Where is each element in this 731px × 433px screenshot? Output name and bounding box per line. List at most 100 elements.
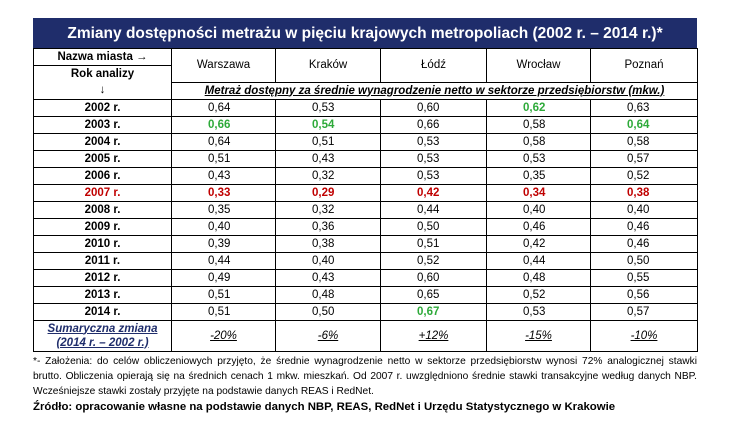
city-header-lodz: Łódź (380, 48, 487, 83)
value-cell: 0,48 (486, 268, 591, 287)
value-cell: 0,54 (275, 115, 381, 134)
value-cell: 0,60 (380, 98, 487, 117)
value-cell: 0,66 (171, 115, 276, 134)
source-note: Źródło: opracowanie własne na podstawie … (33, 400, 616, 413)
summary-value: +12% (380, 319, 487, 352)
value-cell: 0,46 (590, 217, 698, 236)
value-cell: 0,42 (380, 183, 487, 202)
value-cell: 0,44 (171, 251, 276, 270)
value-cell: 0,53 (380, 132, 487, 151)
value-cell: 0,58 (486, 132, 591, 151)
value-cell: 0,60 (380, 268, 487, 287)
value-cell: 0,46 (486, 217, 591, 236)
value-cell: 0,32 (275, 200, 381, 219)
value-cell: 0,42 (486, 234, 591, 253)
summary-label-line2: (2014 r. – 2002 r.) (56, 336, 149, 349)
value-cell: 0,43 (275, 149, 381, 168)
value-cell: 0,43 (171, 166, 276, 185)
year-cell: 2014 r. (33, 302, 172, 321)
summary-label-line1: Sumaryczna zmiana (47, 322, 158, 335)
table-row: 2012 r. 0,49 0,43 0,60 0,48 0,55 (33, 268, 698, 287)
value-cell: 0,62 (486, 98, 591, 117)
value-cell: 0,65 (380, 285, 487, 304)
value-cell: 0,67 (380, 302, 487, 321)
value-cell: 0,51 (380, 234, 487, 253)
summary-value: -6% (275, 319, 381, 352)
value-cell: 0,35 (486, 166, 591, 185)
value-cell: 0,34 (486, 183, 591, 202)
value-cell: 0,51 (275, 132, 381, 151)
value-cell: 0,38 (590, 183, 698, 202)
city-header-wroclaw: Wrocław (486, 48, 591, 83)
footnote: *- Założenia: do celów obliczeniowych pr… (33, 355, 697, 397)
table-row: 2009 r. 0,40 0,36 0,50 0,46 0,46 (33, 217, 698, 236)
table-row: 2013 r. 0,51 0,48 0,65 0,52 0,56 (33, 285, 698, 304)
year-cell: 2003 r. (33, 115, 172, 134)
value-cell: 0,56 (590, 285, 698, 304)
city-header-poznan: Poznań (590, 48, 698, 83)
value-cell: 0,36 (275, 217, 381, 236)
corner-label-year: Rok analizy (33, 65, 172, 82)
value-cell: 0,53 (380, 149, 487, 168)
summary-value: -10% (590, 319, 698, 352)
summary-label: Sumaryczna zmiana (2014 r. – 2002 r.) (33, 319, 172, 352)
value-cell: 0,53 (486, 149, 591, 168)
value-cell: 0,64 (171, 132, 276, 151)
value-cell: 0,55 (590, 268, 698, 287)
value-cell: 0,48 (275, 285, 381, 304)
year-cell: 2013 r. (33, 285, 172, 304)
value-cell: 0,64 (171, 98, 276, 117)
header-row-2: Rok analizy (33, 65, 698, 82)
value-cell: 0,44 (380, 200, 487, 219)
year-cell: 2005 r. (33, 149, 172, 168)
value-cell: 0,53 (275, 98, 381, 117)
table-row: 2010 r. 0,39 0,38 0,51 0,42 0,46 (33, 234, 698, 253)
table-row: 2003 r. 0,66 0,54 0,66 0,58 0,64 (33, 115, 698, 134)
value-cell: 0,57 (590, 149, 698, 168)
table-row: 2005 r. 0,51 0,43 0,53 0,53 0,57 (33, 149, 698, 168)
summary-value: -15% (486, 319, 591, 352)
table-row: 2002 r. 0,64 0,53 0,60 0,62 0,63 (33, 98, 698, 117)
value-cell: 0,52 (590, 166, 698, 185)
value-cell: 0,32 (275, 166, 381, 185)
value-cell: 0,46 (590, 234, 698, 253)
table-title: Zmiany dostępności metrażu w pięciu kraj… (33, 18, 697, 48)
value-cell: 0,29 (275, 183, 381, 202)
city-header-krakow: Kraków (275, 48, 381, 83)
value-cell: 0,52 (380, 251, 487, 270)
header-row: Nazwa miasta → Warszawa Kraków Łódź Wroc… (33, 48, 698, 83)
value-cell: 0,66 (380, 115, 487, 134)
table-row: 2007 r. 0,33 0,29 0,42 0,34 0,38 (33, 183, 698, 202)
year-cell: 2007 r. (33, 183, 172, 202)
year-cell: 2009 r. (33, 217, 172, 236)
value-cell: 0,50 (380, 217, 487, 236)
value-cell: 0,49 (171, 268, 276, 287)
year-cell: 2004 r. (33, 132, 172, 151)
subheader-row: ↓ Metraż dostępny za średnie wynagrodzen… (33, 81, 698, 100)
value-cell: 0,53 (486, 302, 591, 321)
city-header-warszawa: Warszawa (171, 48, 276, 83)
table-row: 2014 r. 0,51 0,50 0,67 0,53 0,57 (33, 302, 698, 321)
summary-value: -20% (171, 319, 276, 352)
year-cell: 2006 r. (33, 166, 172, 185)
value-cell: 0,53 (380, 166, 487, 185)
value-cell: 0,39 (171, 234, 276, 253)
table-row: 2011 r. 0,44 0,40 0,52 0,44 0,50 (33, 251, 698, 270)
corner-arrow: ↓ (33, 82, 172, 100)
table-row: 2006 r. 0,43 0,32 0,53 0,35 0,52 (33, 166, 698, 185)
value-cell: 0,40 (486, 200, 591, 219)
value-cell: 0,40 (275, 251, 381, 270)
value-cell: 0,33 (171, 183, 276, 202)
value-cell: 0,51 (171, 285, 276, 304)
value-cell: 0,50 (590, 251, 698, 270)
subheader-label: Metraż dostępny za średnie wynagrodzenie… (171, 81, 698, 100)
value-cell: 0,58 (590, 132, 698, 151)
year-cell: 2010 r. (33, 234, 172, 253)
value-cell: 0,51 (171, 302, 276, 321)
value-cell: 0,35 (171, 200, 276, 219)
value-cell: 0,51 (171, 149, 276, 168)
year-cell: 2002 r. (33, 98, 172, 117)
year-cell: 2011 r. (33, 251, 172, 270)
year-cell: 2008 r. (33, 200, 172, 219)
value-cell: 0,43 (275, 268, 381, 287)
